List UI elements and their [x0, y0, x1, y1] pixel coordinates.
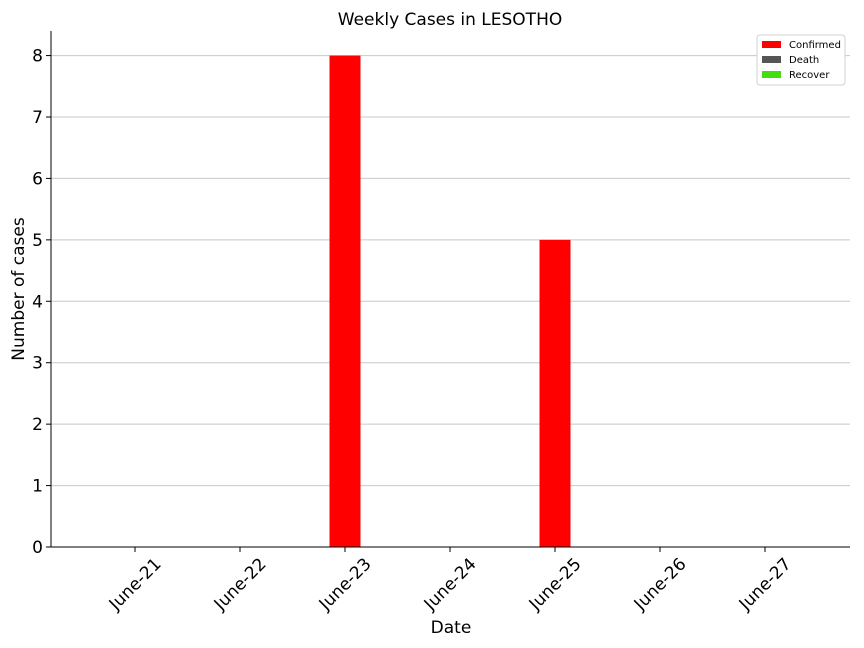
x-tick-label: June-26: [630, 554, 691, 615]
y-ticks: 0 1 2 3 4 5 6 7 8: [32, 47, 51, 558]
x-tick-label: June-24: [420, 554, 481, 615]
y-tick-label: 6: [32, 169, 43, 189]
x-axis-label: Date: [431, 618, 472, 638]
x-tick-label: June-21: [105, 554, 166, 615]
legend-swatch-recover: [762, 71, 781, 78]
chart-title: Weekly Cases in LESOTHO: [338, 10, 562, 30]
y-tick-label: 8: [32, 47, 43, 67]
legend-label-confirmed: Confirmed: [789, 40, 841, 51]
legend-label-recover: Recover: [789, 70, 830, 81]
y-tick-label: 1: [32, 477, 43, 497]
legend-swatch-death: [762, 56, 781, 63]
x-tick-label: June-22: [210, 554, 271, 615]
x-tick-label: June-27: [735, 554, 796, 615]
x-tick-label: June-23: [315, 554, 376, 615]
x-tick-label: June-25: [525, 554, 586, 615]
y-tick-label: 2: [32, 415, 43, 435]
y-tick-label: 3: [32, 354, 43, 374]
bars: [329, 55, 571, 547]
y-tick-label: 0: [32, 538, 43, 558]
legend-label-death: Death: [789, 55, 819, 66]
bar-confirmed-june-25: [539, 239, 571, 547]
y-axis-label: Number of cases: [9, 217, 29, 361]
grid-lines: [51, 55, 850, 487]
axes: [50, 31, 850, 548]
x-ticks: June-21 June-22 June-23 June-24 June-25 June-…: [105, 547, 796, 615]
y-tick-label: 7: [32, 108, 43, 128]
legend: Confirmed Death Recover: [756, 34, 846, 86]
y-tick-label: 5: [32, 231, 43, 251]
legend-swatch-confirmed: [762, 41, 781, 48]
bar-confirmed-june-23: [329, 55, 361, 547]
y-tick-label: 4: [32, 292, 43, 312]
